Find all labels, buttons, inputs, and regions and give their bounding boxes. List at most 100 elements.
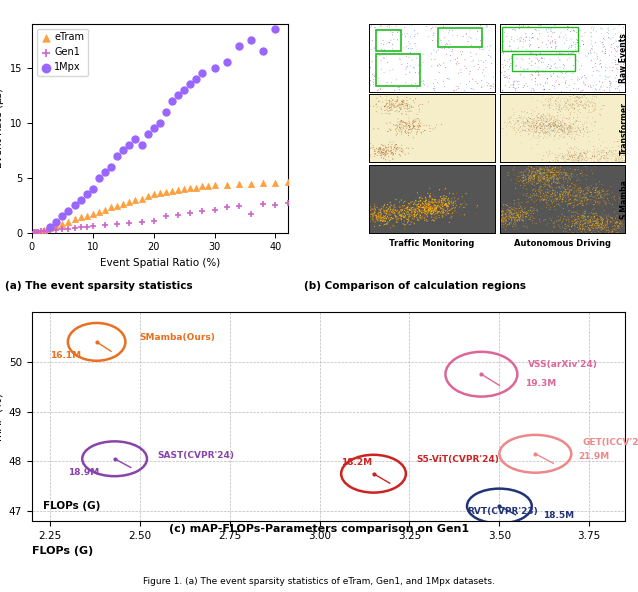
Point xyxy=(411,117,421,126)
Point xyxy=(390,200,400,210)
Point xyxy=(379,207,389,217)
Point xyxy=(547,173,557,182)
Point xyxy=(421,194,431,203)
Point xyxy=(508,83,518,92)
Point xyxy=(592,216,602,226)
Point xyxy=(522,209,532,218)
Point xyxy=(597,189,607,199)
Point xyxy=(434,207,444,217)
Point xyxy=(582,123,593,132)
Point xyxy=(427,204,437,213)
Point xyxy=(577,193,587,202)
Point xyxy=(537,186,547,196)
Point xyxy=(535,70,545,79)
Point xyxy=(542,164,553,173)
Point xyxy=(621,213,631,222)
Point xyxy=(539,115,549,125)
Point xyxy=(417,212,427,221)
Point xyxy=(555,186,565,196)
Point xyxy=(607,218,618,227)
Point xyxy=(586,166,597,175)
Point xyxy=(537,196,547,205)
Point xyxy=(592,198,602,208)
Point xyxy=(524,176,534,186)
Point xyxy=(597,192,607,202)
Point xyxy=(505,214,515,223)
Point xyxy=(434,213,445,223)
Point xyxy=(518,55,528,65)
Point xyxy=(535,168,545,177)
Point xyxy=(414,205,424,214)
Point xyxy=(552,170,562,179)
Point xyxy=(524,166,535,175)
Point xyxy=(575,176,586,185)
Point xyxy=(574,154,584,163)
Point xyxy=(515,128,525,137)
Point xyxy=(570,149,580,158)
Point xyxy=(577,98,587,107)
Point xyxy=(544,123,554,133)
Point xyxy=(563,155,573,165)
Text: 16.1M: 16.1M xyxy=(50,351,81,361)
Point xyxy=(572,91,582,101)
Point xyxy=(524,54,535,63)
Point xyxy=(449,197,459,206)
Point xyxy=(471,49,481,59)
Point xyxy=(561,155,572,164)
Point xyxy=(550,179,560,189)
Point xyxy=(601,220,611,229)
Point xyxy=(580,154,590,163)
Point xyxy=(553,178,563,187)
Point xyxy=(480,219,490,229)
Point xyxy=(546,61,556,70)
Point xyxy=(423,202,433,211)
Point xyxy=(574,214,584,223)
Point xyxy=(526,169,537,179)
Point xyxy=(389,204,399,214)
Point xyxy=(385,97,395,107)
Point xyxy=(380,149,390,158)
Point xyxy=(486,81,496,91)
Point xyxy=(588,222,598,231)
Point xyxy=(537,115,547,124)
Point xyxy=(562,124,572,134)
Point xyxy=(500,214,510,223)
Point xyxy=(496,211,506,221)
Point xyxy=(397,205,408,214)
Point xyxy=(584,163,594,172)
Point xyxy=(566,193,576,202)
Point xyxy=(532,54,542,64)
Point xyxy=(424,205,434,214)
Point xyxy=(568,207,578,217)
Point xyxy=(598,150,608,160)
Point xyxy=(577,188,588,198)
Point xyxy=(611,146,621,156)
Point xyxy=(570,215,581,225)
Point xyxy=(614,197,625,206)
Point xyxy=(553,121,563,130)
Point xyxy=(538,196,549,205)
Point xyxy=(456,47,466,57)
Point xyxy=(588,142,598,152)
Point xyxy=(522,209,532,218)
Point xyxy=(513,210,523,220)
Point xyxy=(583,128,593,137)
Point xyxy=(406,210,416,220)
Point xyxy=(557,195,567,204)
Point xyxy=(375,217,385,226)
Point xyxy=(540,181,551,190)
Point xyxy=(586,28,596,37)
Point xyxy=(593,198,604,207)
Point xyxy=(501,210,511,219)
Point xyxy=(588,185,598,194)
Point xyxy=(408,118,419,127)
Point xyxy=(536,121,546,130)
Point xyxy=(426,211,436,221)
Point xyxy=(497,207,507,217)
Point xyxy=(443,202,453,211)
Point xyxy=(593,197,603,206)
Point xyxy=(362,213,373,223)
Point xyxy=(376,216,386,226)
Point xyxy=(563,169,573,179)
Point xyxy=(390,99,401,108)
